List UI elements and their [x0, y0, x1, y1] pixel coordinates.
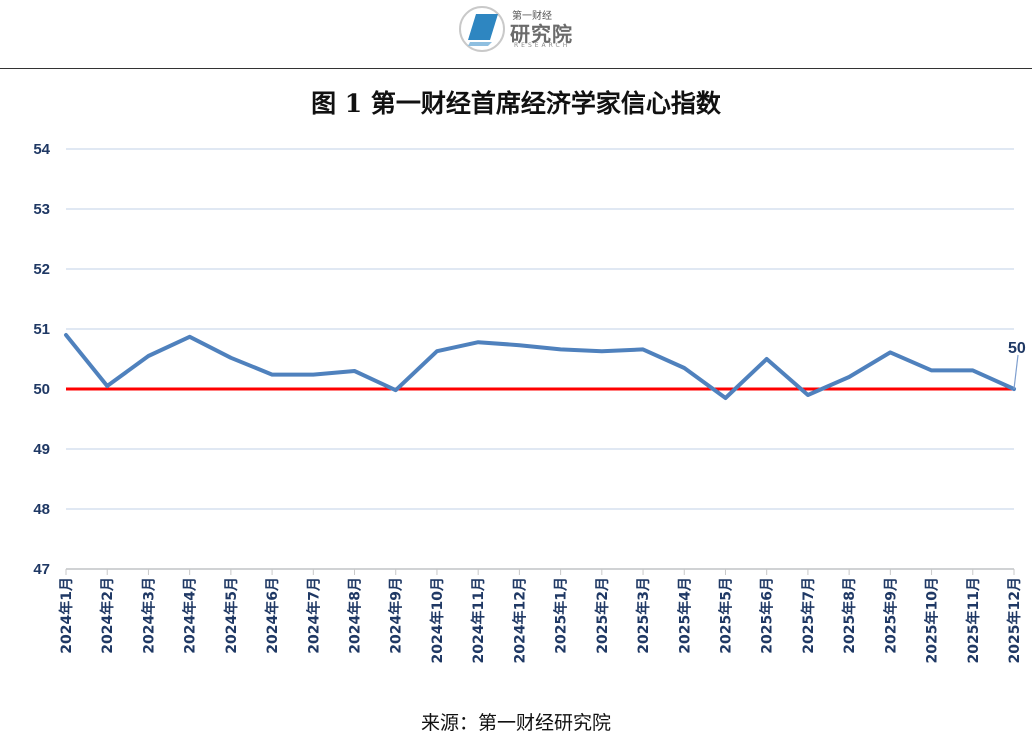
header-divider [0, 68, 1032, 69]
x-tick-label: 2024年7月 [305, 577, 322, 654]
x-tick-label: 2025年2月 [594, 577, 611, 654]
x-tick-label: 2025年1月 [553, 577, 570, 654]
y-tick-label: 53 [33, 201, 50, 218]
x-tick-label: 2024年10月 [429, 577, 446, 663]
y-axis: 47 48 49 50 51 52 53 54 [33, 141, 50, 578]
series-line [64, 333, 1016, 400]
data-labels: 50 [1008, 340, 1026, 390]
chart-title: 图 1 第一财经首席经济学家信心指数 [311, 89, 721, 118]
source-note: 来源：第一财经研究院 [420, 712, 611, 734]
x-tick-label: 2025年12月 [1006, 577, 1023, 663]
x-tick-label: 2025年11月 [965, 577, 982, 663]
x-tick-label: 2025年3月 [635, 577, 652, 654]
x-tick-label: 2025年9月 [882, 577, 899, 654]
logo: 第一财经 研究院 RESEARCH [458, 4, 588, 54]
x-tick-label: 2024年8月 [347, 577, 364, 654]
logo-text: RESEARCH [514, 42, 571, 49]
x-axis: 2024年1月 2024年2月 2024年3月 2024年4月 2024年5月 2024年… [58, 568, 1023, 663]
y-tick-label: 47 [33, 561, 50, 578]
x-tick-label: 2024年9月 [388, 577, 405, 654]
data-label: 50 [1008, 340, 1026, 357]
y-tick-label: 51 [33, 321, 50, 338]
x-tick-label: 2025年8月 [841, 577, 858, 654]
y-tick-label: 49 [33, 441, 50, 458]
x-tick-label: 2024年6月 [264, 577, 281, 654]
y-tick-label: 50 [33, 381, 50, 398]
x-tick-label: 2025年7月 [800, 577, 817, 654]
logo-text: 第一财经 [512, 11, 552, 22]
gridlines [66, 148, 1014, 570]
y-tick-label: 52 [33, 261, 50, 278]
x-tick-label: 2024年4月 [182, 577, 199, 654]
x-tick-label: 2025年10月 [924, 577, 941, 663]
x-tick-label: 2024年12月 [511, 577, 528, 663]
y-tick-label: 54 [33, 141, 50, 158]
x-tick-label: 2025年6月 [759, 577, 776, 654]
x-tick-label: 2025年4月 [676, 577, 693, 654]
x-tick-label: 2024年1月 [58, 577, 75, 654]
series-layer [64, 333, 1016, 400]
logo-text: 研究院 [510, 22, 573, 46]
x-tick-label: 2025年5月 [717, 577, 734, 654]
x-tick-label: 2024年5月 [223, 577, 240, 654]
data-label-leader [1013, 354, 1019, 390]
x-tick-label: 2024年2月 [99, 577, 116, 654]
y-tick-label: 48 [33, 501, 50, 518]
logo-icon [459, 6, 505, 52]
x-tick-label: 2024年3月 [140, 577, 157, 654]
x-tick-label: 2024年11月 [470, 577, 487, 663]
